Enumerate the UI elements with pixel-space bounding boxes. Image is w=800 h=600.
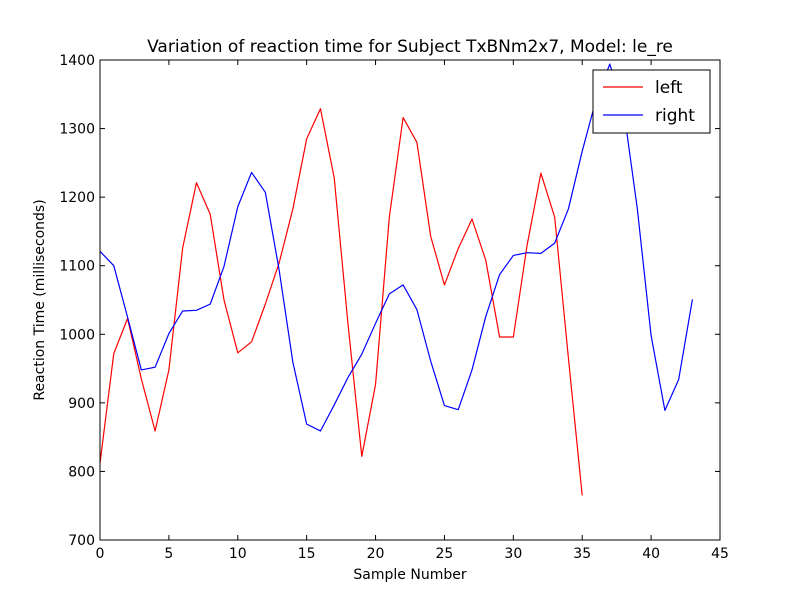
y-tick-label: 1200: [59, 190, 95, 206]
y-tick-label: 700: [68, 533, 95, 549]
legend-box: [592, 69, 711, 134]
chart-title: Variation of reaction time for Subject T…: [147, 37, 673, 57]
legend: left right: [592, 69, 711, 134]
x-tick-label: 5: [164, 546, 173, 562]
y-tick-label: 900: [68, 396, 95, 412]
legend-label-right: right: [655, 106, 695, 126]
y-axis-label: Reaction Time (milliseconds): [32, 199, 48, 400]
plot-frame: [99, 59, 721, 541]
x-tick-label: 25: [436, 546, 454, 562]
x-axis: 0 5 10 15 20 25 30 35 40 45: [96, 60, 729, 562]
series-line-left: [99, 108, 583, 496]
x-tick-label: 20: [367, 546, 385, 562]
x-tick-label: 10: [229, 546, 247, 562]
y-tick-label: 1300: [59, 122, 95, 138]
x-tick-label: 0: [96, 546, 105, 562]
x-tick-label: 15: [298, 546, 316, 562]
legend-label-left: left: [655, 78, 683, 98]
y-axis: 700 800 900 1000 1100 1200 1300 1400: [59, 53, 720, 549]
x-tick-label: 40: [642, 546, 660, 562]
x-tick-label: 45: [711, 546, 729, 562]
y-tick-label: 1000: [59, 327, 95, 343]
y-tick-label: 800: [68, 464, 95, 480]
y-tick-label: 1100: [59, 259, 95, 275]
x-tick-label: 35: [573, 546, 591, 562]
y-tick-label: 1400: [59, 53, 95, 69]
x-axis-label: Sample Number: [353, 567, 466, 583]
x-tick-label: 30: [504, 546, 522, 562]
